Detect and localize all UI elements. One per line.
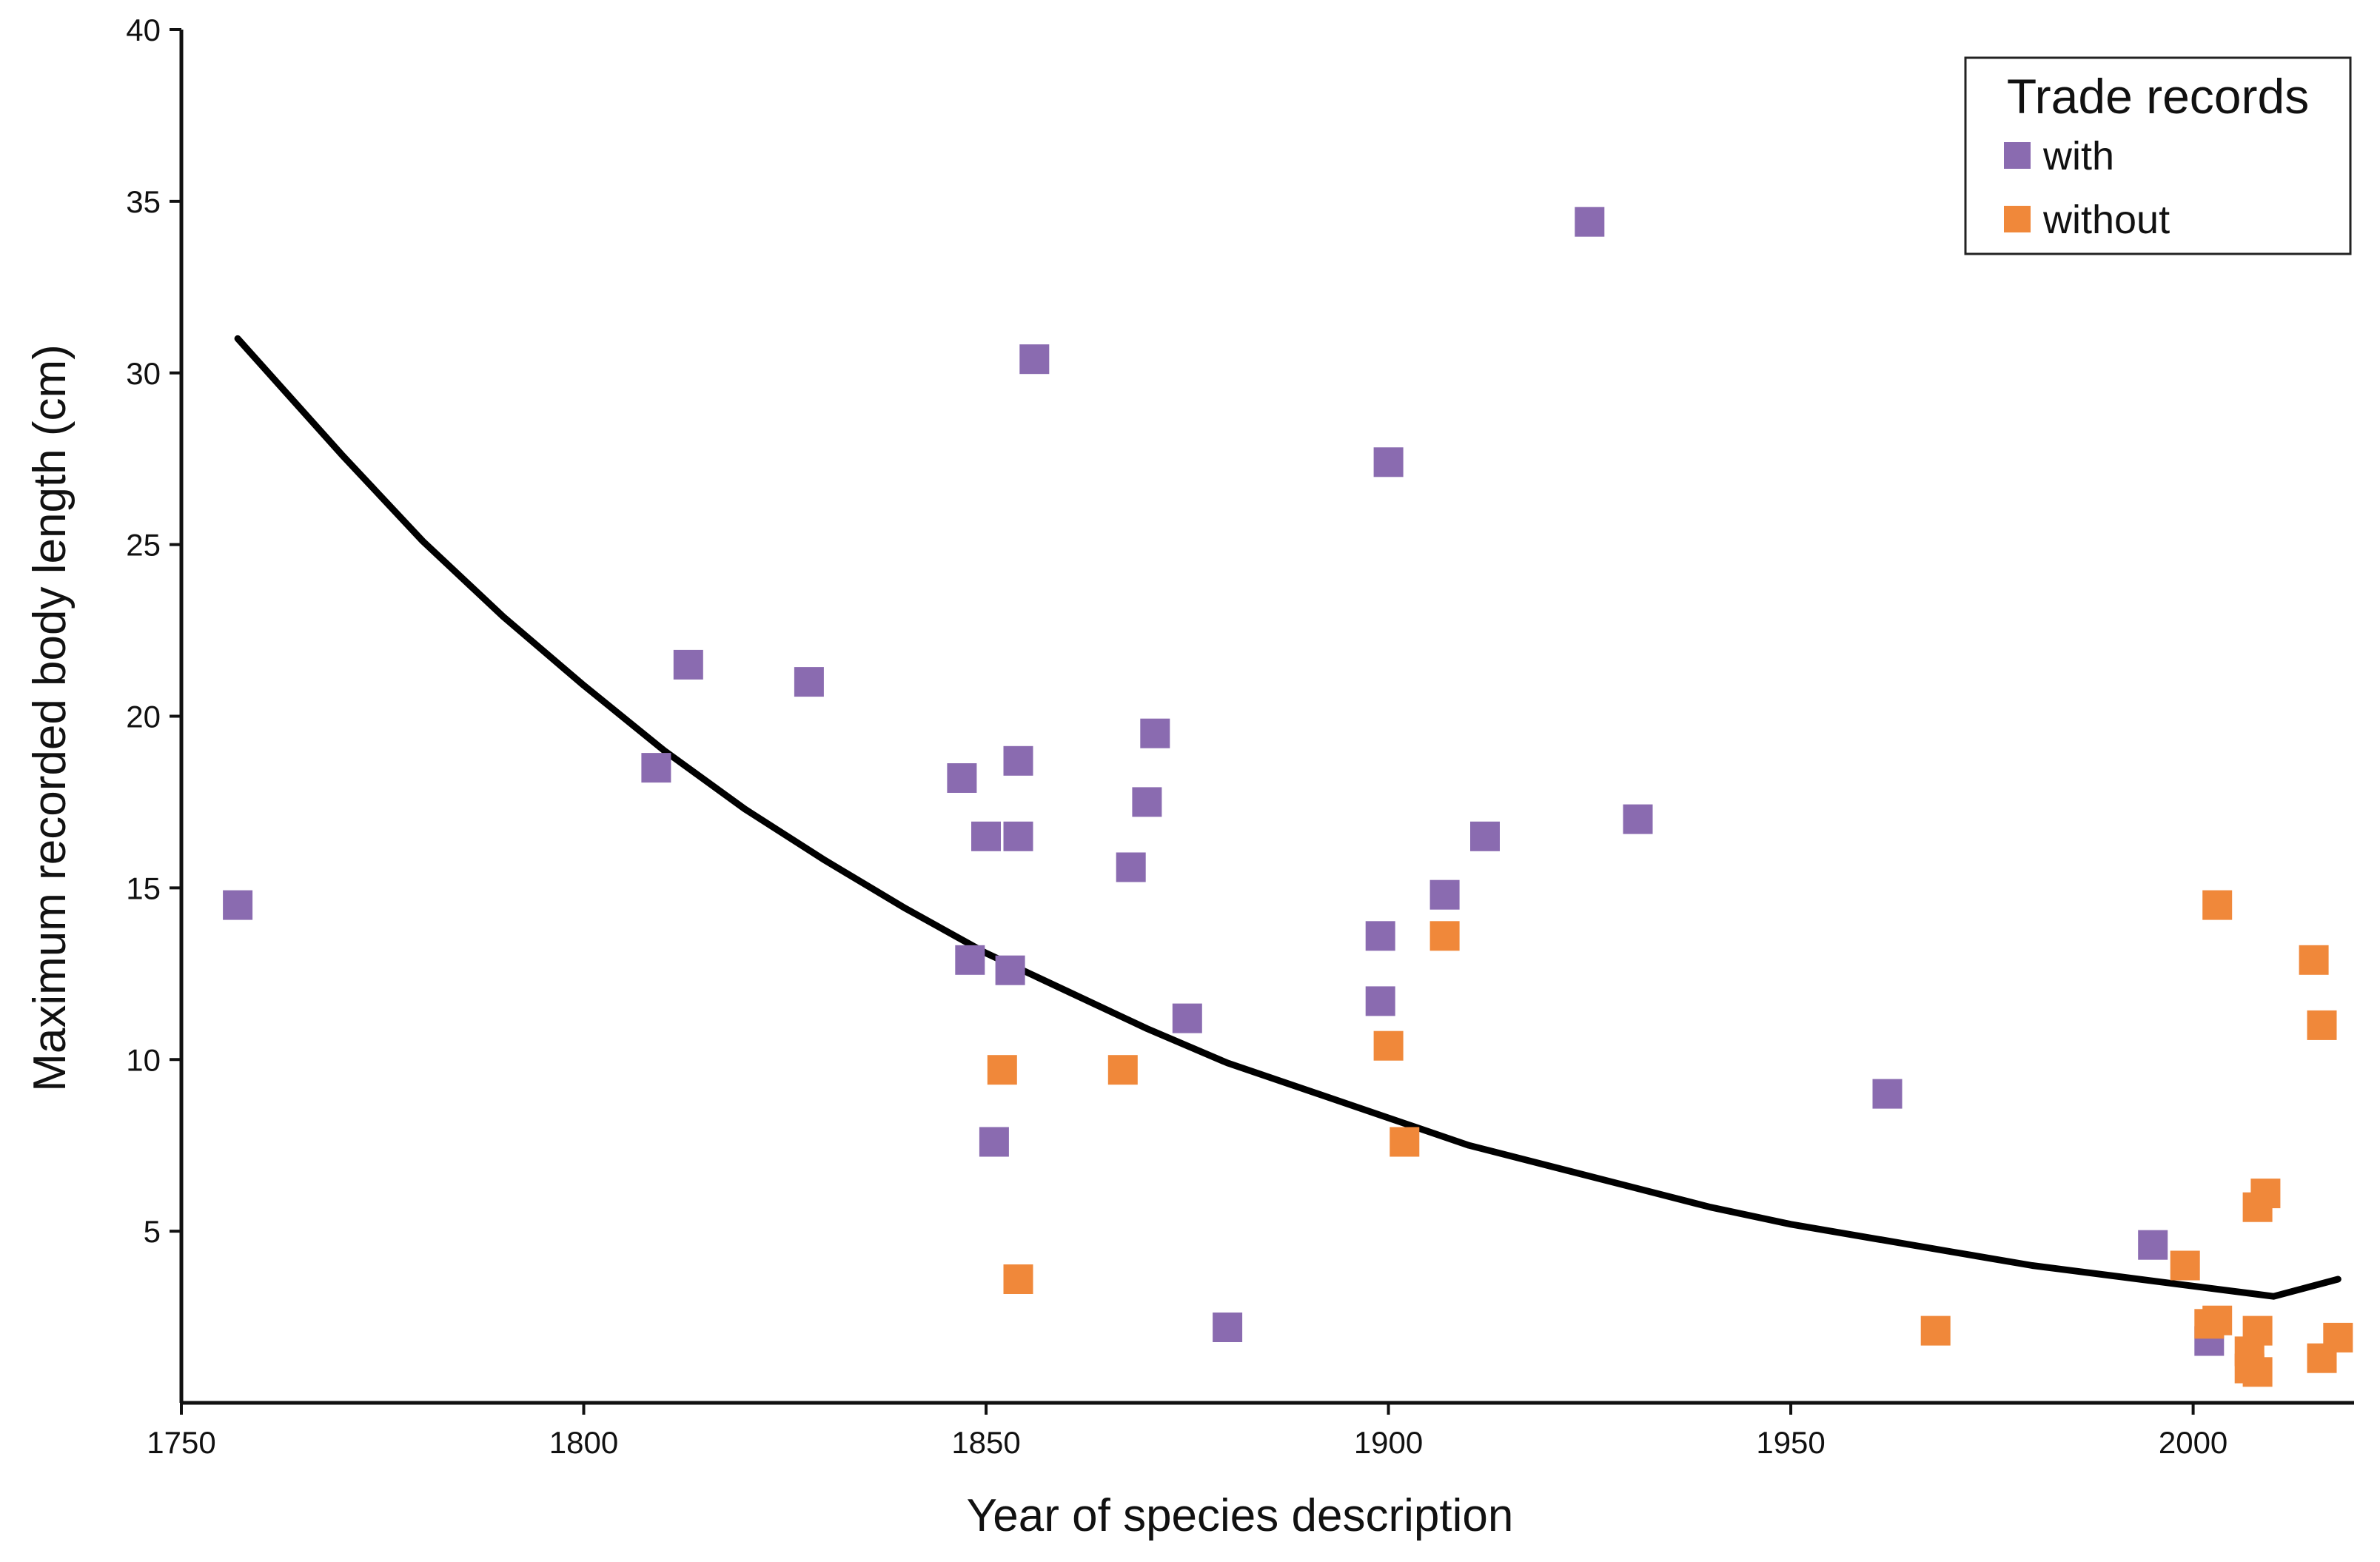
data-point-with (223, 890, 253, 920)
data-point-without (2307, 1010, 2337, 1040)
data-point-with (1575, 207, 1605, 237)
data-point-with (971, 821, 1001, 851)
data-point-with (995, 955, 1025, 985)
y-tick-label: 40 (126, 13, 161, 47)
legend-title: Trade records (2007, 69, 2309, 124)
legend-swatch-without (2004, 206, 2031, 232)
data-point-with (1365, 986, 1395, 1016)
data-point-with (1623, 804, 1653, 834)
y-tick-label: 5 (144, 1214, 161, 1249)
x-tick-label: 2000 (2159, 1425, 2228, 1460)
data-point-with (1872, 1079, 1903, 1109)
data-point-with (947, 763, 977, 793)
y-axis-title: Maximum recorded body length (cm) (24, 344, 76, 1092)
data-point-with (2138, 1230, 2168, 1260)
data-point-with (1429, 879, 1460, 910)
data-point-without (2202, 1305, 2233, 1335)
x-tick-label: 1900 (1354, 1425, 1423, 1460)
x-tick-label: 1800 (549, 1425, 618, 1460)
data-point-without (2323, 1322, 2353, 1352)
data-point-without (1107, 1055, 1138, 1085)
y-tick-label: 10 (126, 1042, 161, 1077)
data-point-with (1373, 447, 1404, 477)
x-tick-label: 1750 (147, 1425, 215, 1460)
x-tick-label: 1850 (951, 1425, 1020, 1460)
data-point-without (2202, 890, 2233, 920)
axes-layer: 1750 1800 1850 1900 1950 2000 5 10 15 20 25 30 35 40 (126, 13, 2354, 1460)
trend-layer (234, 335, 2342, 1300)
series-with (223, 207, 2225, 1356)
data-point-without (987, 1055, 1017, 1085)
data-point-with (794, 667, 824, 697)
data-point-with (1140, 718, 1170, 748)
data-point-with (955, 945, 985, 975)
legend-label-with: with (2042, 134, 2114, 178)
data-point-without (2242, 1315, 2273, 1346)
data-point-without (2299, 945, 2329, 975)
data-point-without (1373, 1030, 1404, 1061)
data-point-with (1132, 787, 1162, 817)
data-point-without (1390, 1127, 1420, 1157)
data-point-without (2250, 1179, 2281, 1209)
x-tick-label: 1950 (1756, 1425, 1825, 1460)
data-point-with (1470, 821, 1500, 851)
legend-label-without: without (2042, 198, 2170, 242)
data-point-with (1213, 1313, 1243, 1342)
y-tick-label: 30 (126, 356, 161, 391)
x-axis-title: Year of species description (967, 1490, 1514, 1541)
data-point-with (673, 649, 703, 680)
data-point-with (1365, 921, 1395, 951)
data-point-with (641, 753, 671, 783)
data-point-without (2170, 1250, 2200, 1281)
data-point-with (979, 1127, 1009, 1157)
data-point-with (1003, 821, 1033, 851)
data-point-with (1172, 1003, 1202, 1033)
points-layer (223, 207, 2353, 1387)
data-point-with (1019, 344, 1050, 375)
data-point-with (1116, 852, 1146, 882)
y-tick-label: 20 (126, 700, 161, 734)
trendline (234, 335, 2342, 1300)
series-without (987, 890, 2353, 1387)
y-tick-label: 35 (126, 184, 161, 219)
data-point-without (1429, 921, 1460, 951)
legend-swatch-with (2004, 142, 2031, 169)
data-point-without (1920, 1315, 1951, 1346)
y-tick-label: 15 (126, 871, 161, 905)
data-point-with (1003, 745, 1033, 776)
data-point-without (2242, 1357, 2273, 1387)
data-point-without (1003, 1264, 1033, 1294)
legend: Trade records with without (1964, 56, 2352, 255)
y-tick-label: 25 (126, 528, 161, 563)
